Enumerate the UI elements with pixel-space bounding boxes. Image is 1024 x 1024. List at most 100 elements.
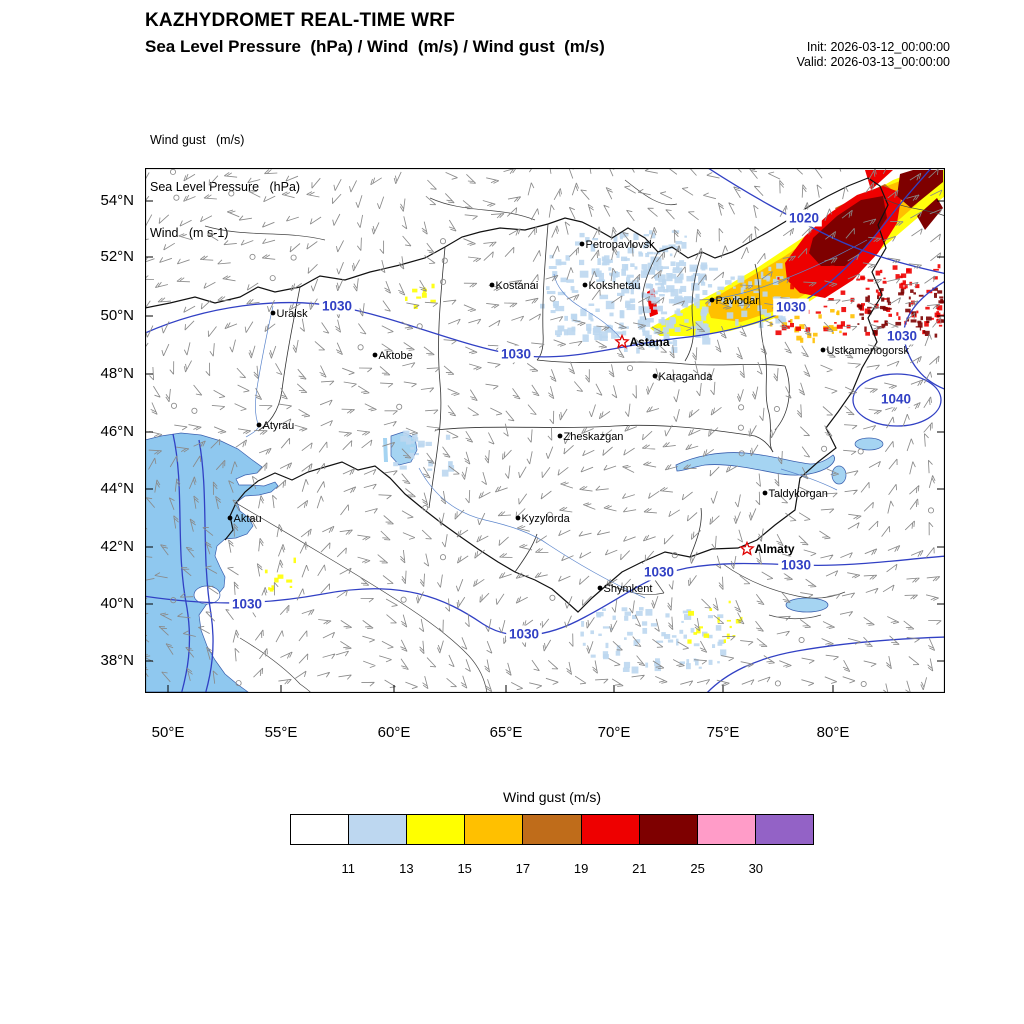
wind-barbs [145,168,943,693]
city-kokshetau: Kokshetau [582,280,641,292]
lat-tick-label: 40°N [100,595,134,612]
lat-tick-label: 48°N [100,365,134,382]
lake-balkhash [675,452,835,476]
pressure-label: 1040 [881,392,911,407]
city-zheskazgan: Zheskazgan [557,431,623,443]
city-label: Taldykorgan [769,488,828,500]
capital-star-icon [739,540,755,556]
lat-tick-label: 50°N [100,307,134,324]
river-syrdarya [418,467,646,599]
city-dot-icon [372,352,378,358]
legend-line-slp: Sea Level Pressure (hPa) [150,179,301,194]
city-dot-icon [227,515,233,521]
pressure-label-box [884,327,920,345]
pressure-label-box [778,556,814,574]
city-petropavlovsk: Petropavlovsk [579,239,656,251]
city-dot-icon [515,515,521,521]
city-pavlodar: Pavlodar [709,295,759,307]
legend-line-wind: Wind (m s-1) [150,226,229,240]
city-ustkamenogorsk: Ustkamenogorsk [820,345,910,357]
river-ishim [553,273,623,341]
city-dot-icon [762,490,768,496]
lake-issyk-kul [785,597,829,613]
wind-gust-shading [647,170,945,336]
pressure-label: 1030 [776,300,806,315]
city-dot-icon [489,282,495,288]
colorbar-tick-label: 21 [632,861,647,876]
rivers [245,239,868,599]
map-canvas: 1030 1030 1030 1020 1030 1040 1030 1030 1030 1030… [144,167,946,694]
run-times: Init: 2026-03-12_00:00:00 Valid: 2026-03… [797,40,950,70]
city-label: Ustkamenogorsk [827,345,910,357]
aral-sea-west [383,438,388,462]
city-label: Kostanai [496,280,539,292]
lon-tick-label: 70°E [597,724,631,741]
lat-tick-label: 42°N [100,538,134,555]
lon-tick-label: 50°E [151,724,185,741]
city-dot-icon [820,347,826,353]
lon-tick-label: 60°E [377,724,411,741]
colorbar-tick-label: 19 [573,861,589,876]
city-label: Petropavlovsk [586,239,656,251]
pressure-label-box [506,625,542,643]
city-shymkent: Shymkent [597,583,653,595]
colorbar-cell [522,814,582,845]
lake-alakol [831,465,847,485]
isobar-caspian-2 [198,439,214,693]
pressure-labels: 1030 1030 1030 1020 1030 1040 1030 1030 1030 1030 [229,209,920,643]
city-dot-icon [709,297,715,303]
pressure-label: 1030 [501,347,531,362]
lon-tick-label: 80°E [816,724,850,741]
colorbar-cell [464,814,524,845]
city-label: Almaty [755,542,795,556]
city-aktobe: Aktobe [372,350,413,362]
colorbar-tick-label: 30 [748,861,764,876]
city-label: Astana [630,335,670,349]
lon-tick-label: 65°E [489,724,523,741]
colorbar-tick-labels: 11 13 15 17 19 21 25 30 [290,861,814,877]
pressure-label: 1030 [644,565,674,580]
page-subtitle: Sea Level Pressure (hPa) / Wind (m/s) / … [145,37,605,56]
isobar-south-extra [706,636,945,693]
colorbar-cell [696,814,756,845]
colorbar [290,814,814,845]
city-aktau: Aktau [227,513,262,525]
pressure-label-box [498,345,534,363]
pressure-label: 1030 [322,299,352,314]
city-dot-icon [270,310,276,316]
colorbar-title: Wind gust (m/s) [502,789,601,805]
city-label: Kyzylorda [522,513,571,525]
pressure-label: 1030 [781,558,811,573]
lat-tick-label: 54°N [100,192,134,209]
oblast-borders [257,223,790,573]
caspian-sea [145,432,279,693]
city-karaganda: Karaganda [652,371,714,383]
city-label: Karaganda [659,371,714,383]
city-astana: Astana [614,333,670,349]
page-title: KAZHYDROMET REAL-TIME WRF [145,10,456,31]
pressure-label-box [641,563,677,581]
pressure-label: 1030 [232,597,262,612]
city-dot-icon [256,422,262,428]
river-irtysh [712,239,868,301]
city-label: Aktobe [379,350,413,362]
lat-tick-label: 52°N [100,248,134,265]
city-kostanai: Kostanai [489,280,539,292]
lon-tick-label: 75°E [706,724,740,741]
colorbar-tick-label: 13 [399,861,414,876]
lat-tick-label: 46°N [100,423,134,440]
pressure-label: 1030 [887,329,917,344]
city-kyzylorda: Kyzylorda [515,513,571,525]
city-dot-icon [579,241,585,247]
isobar-1020 [707,168,945,275]
city-label: Shymkent [604,583,653,595]
pressure-label-box [773,298,809,316]
city-dot-icon [652,373,658,379]
frame-ticks [145,200,945,693]
lake-zaysan [854,437,884,451]
city-label: Kokshetau [589,280,641,292]
map-frame [144,167,946,694]
colorbar-tick-label: 17 [515,861,531,876]
city-label: Aktau [234,513,262,525]
